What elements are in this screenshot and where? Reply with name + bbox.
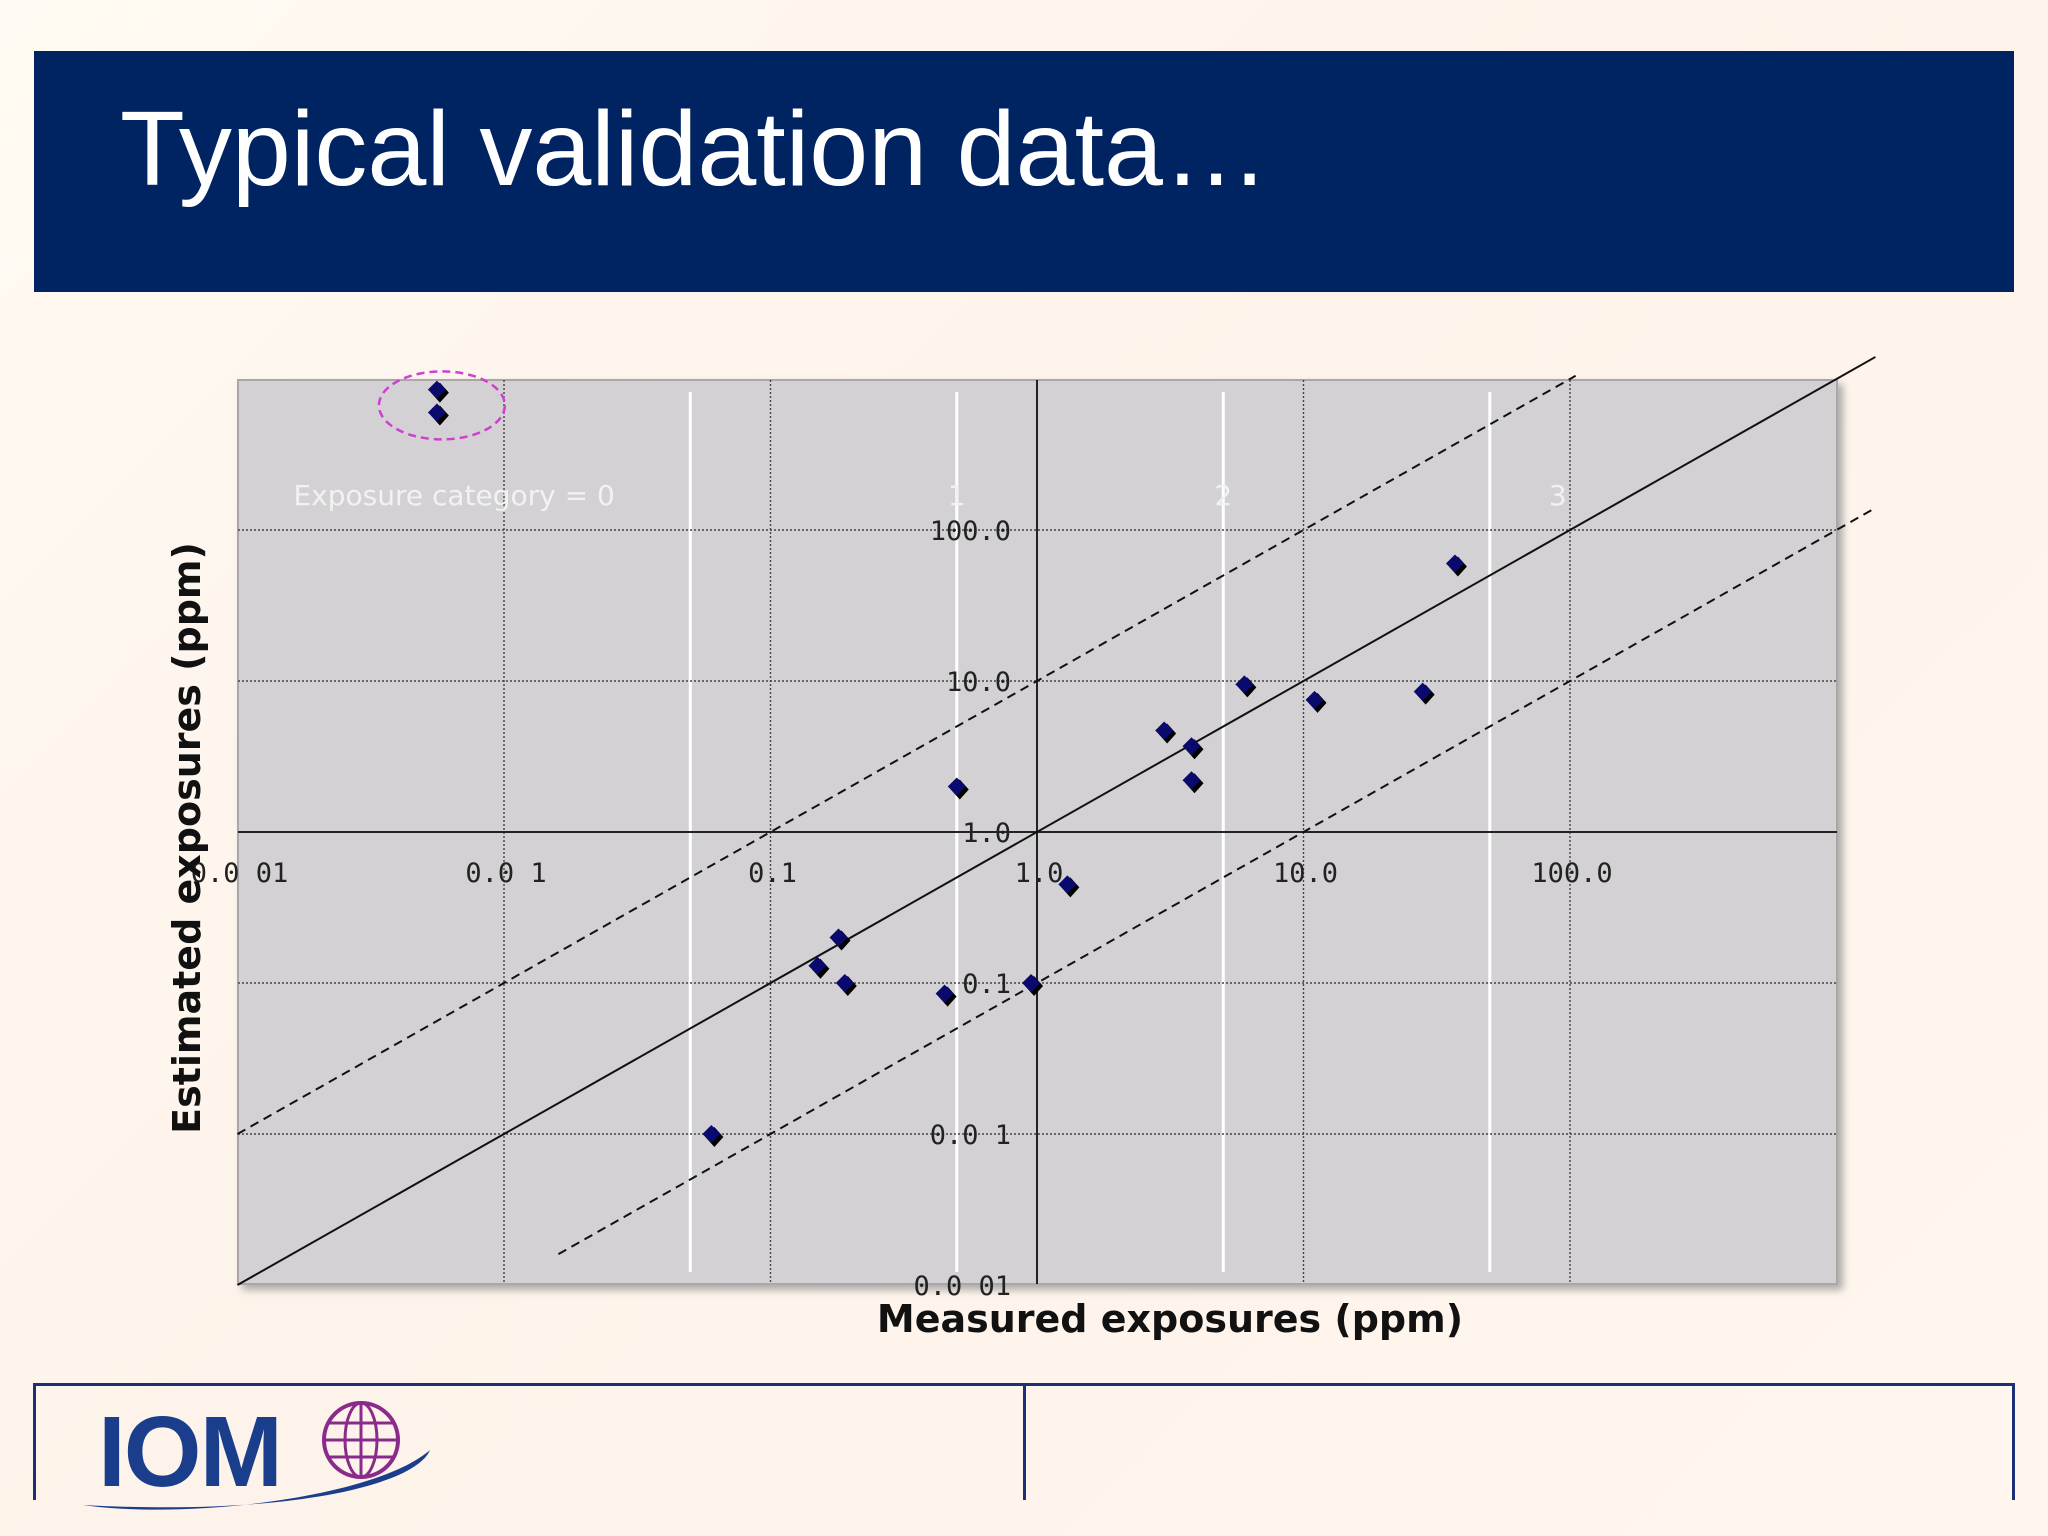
data-point [1235, 675, 1257, 698]
category-band-label: 2 [1214, 479, 1232, 512]
y-tick-label: 1.0 [962, 818, 1011, 849]
data-point [427, 403, 449, 426]
y-tick-label: 100.0 [930, 516, 1011, 547]
logo-text: IOM [98, 1398, 281, 1508]
data-point [947, 777, 969, 800]
outlier-highlight [377, 370, 507, 441]
footer-middle-rule [1023, 1383, 1026, 1500]
data-point [1182, 771, 1204, 794]
data-point-marker [835, 974, 854, 992]
data-point-marker [935, 984, 954, 1003]
y-tick-label: 0.1 [962, 969, 1011, 1000]
x-tick-label: 10.0 [1273, 858, 1338, 889]
x-tick-label: 1.0 [1015, 858, 1064, 889]
data-point [829, 928, 851, 951]
y-axis-label: Estimated exposures (ppm) [165, 542, 209, 1134]
data-point [1155, 721, 1177, 744]
data-point-marker [427, 403, 446, 422]
data-point [427, 380, 449, 403]
data-point-marker [1413, 682, 1432, 701]
data-point [1413, 682, 1435, 705]
data-point-marker [1058, 875, 1077, 894]
data-point [1022, 974, 1044, 996]
category-band-label: 1 [948, 479, 966, 512]
reference-line-lower [557, 507, 1876, 1256]
data-point-marker [1155, 721, 1174, 740]
data-point-marker [1305, 690, 1324, 709]
category-band-label: Exposure category = 0 [293, 479, 614, 512]
data-point [702, 1125, 724, 1147]
data-point-marker [1445, 554, 1464, 573]
globe-icon [322, 1401, 400, 1479]
data-point-marker [1182, 737, 1201, 756]
slide-title: Typical validation data… [120, 90, 1269, 208]
category-band-label: 3 [1549, 479, 1567, 512]
data-point-marker [808, 956, 827, 975]
data-point [1445, 554, 1467, 577]
footer-left-rule [33, 1383, 36, 1500]
x-tick-label: 0.0 1 [465, 858, 546, 889]
x-tick-label: 100.0 [1531, 858, 1612, 889]
iom-logo: IOM [83, 1398, 430, 1510]
footer-right-rule [2012, 1383, 2015, 1500]
tick-labels: 0.0 01 0.0 1 0.1 1.0 10.0 100.0 0.0 01 0.0 1 0.1… [191, 516, 1613, 1302]
reference-line-identity [237, 356, 1876, 1286]
data-point [1058, 875, 1080, 898]
data-point [1182, 737, 1204, 760]
y-tick-label: 0.0 1 [930, 1120, 1011, 1151]
data-point-marker [829, 928, 848, 947]
data-point-marker [1235, 675, 1254, 694]
y-tick-label: 10.0 [946, 667, 1011, 698]
reference-line-upper [237, 374, 1577, 1135]
data-point [935, 984, 957, 1007]
reference-lines [237, 356, 1876, 1286]
data-point-marker [947, 777, 966, 796]
x-tick-label: 0.0 01 [191, 858, 289, 889]
category-band-labels: Exposure category = 0 1 2 3 [293, 479, 1566, 512]
data-point-marker [427, 380, 446, 399]
outlier-ellipse [377, 370, 507, 441]
data-point-marker [1182, 771, 1201, 790]
footer [33, 1383, 2015, 1536]
data-point-marker [702, 1125, 721, 1143]
title-bar: Typical validation data… [34, 51, 2014, 292]
data-point [835, 974, 857, 996]
data-points [427, 380, 1467, 1147]
x-tick-label: 0.1 [748, 858, 797, 889]
data-point [808, 956, 830, 979]
x-axis-label: Measured exposures (ppm) [877, 1297, 1463, 1341]
data-point-marker [1022, 974, 1041, 992]
y-tick-label: 0.0 01 [913, 1271, 1011, 1302]
data-point [1305, 690, 1327, 713]
